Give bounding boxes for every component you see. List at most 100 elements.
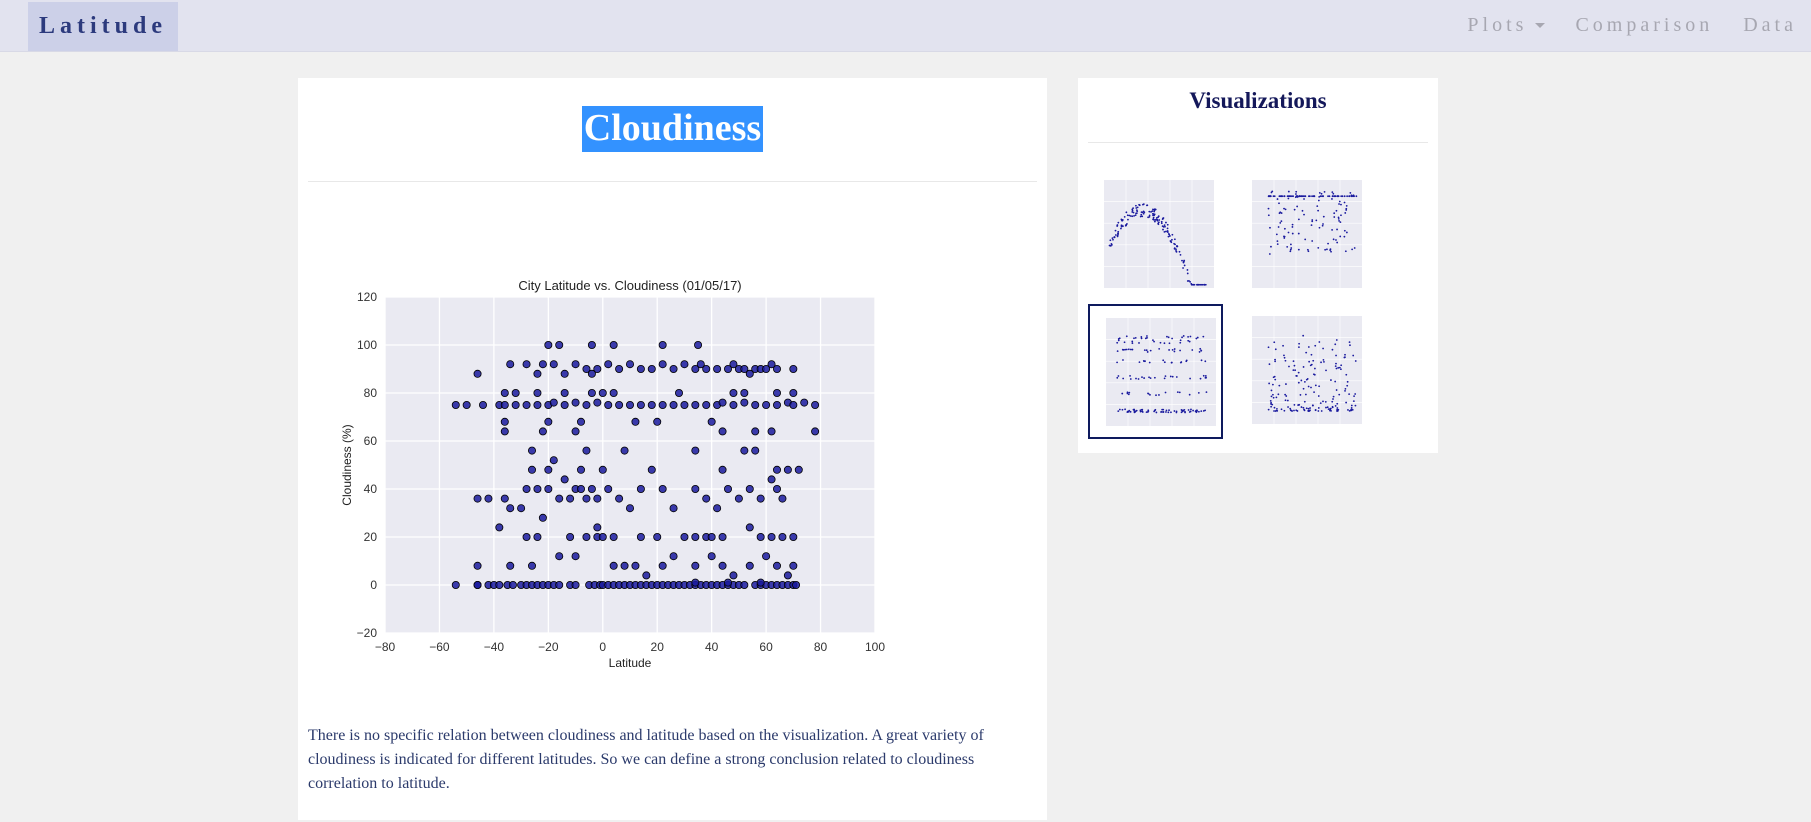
thumb-point <box>1293 208 1296 211</box>
thumb-point <box>1298 342 1301 345</box>
scatter-point <box>811 427 820 436</box>
thumb-point <box>1283 235 1286 238</box>
wind-speed-plot-thumbnail[interactable] <box>1236 304 1371 439</box>
thumb-point <box>1351 248 1354 251</box>
thumb-point <box>1354 360 1357 362</box>
scatter-point <box>707 552 716 561</box>
scatter-point <box>696 360 705 369</box>
plot-area <box>385 297 875 633</box>
scatter-point <box>718 398 727 407</box>
scatter-point <box>571 398 580 407</box>
humidity-plot-thumbnail[interactable] <box>1236 168 1371 303</box>
thumb-point <box>1290 247 1293 249</box>
scatter-point <box>587 484 596 493</box>
x-tick-label: 60 <box>759 640 773 654</box>
thumb-point <box>1205 391 1208 394</box>
thumb-point <box>1276 240 1279 243</box>
thumb-point <box>1139 410 1142 413</box>
scatter-point <box>473 580 482 589</box>
thumb-point <box>1293 403 1296 406</box>
cloudiness-plot-thumbnail[interactable] <box>1088 304 1223 439</box>
thumb-point <box>1275 233 1278 236</box>
thumb-point <box>1125 335 1128 338</box>
scatter-point <box>538 513 547 522</box>
thumb-point <box>1302 406 1305 409</box>
scatter-point <box>625 360 634 369</box>
scatter-point <box>789 400 798 409</box>
thumb-point <box>1128 214 1131 217</box>
thumb-point <box>1127 218 1129 221</box>
scatter-point <box>707 532 716 541</box>
thumb-point <box>1131 348 1134 351</box>
thumb-point <box>1296 196 1299 198</box>
thumb-point <box>1354 404 1357 407</box>
thumb-point <box>1204 360 1207 363</box>
scatter-point <box>800 398 809 407</box>
nav-data-link[interactable]: Data <box>1743 14 1797 36</box>
thumb-point <box>1335 239 1337 241</box>
thumb-point <box>1167 411 1170 414</box>
thumb-point <box>1133 408 1136 411</box>
thumb-point <box>1297 381 1300 384</box>
thumb-point <box>1288 365 1290 368</box>
thumb-point <box>1128 409 1131 412</box>
thumb-point <box>1273 410 1275 412</box>
scatter-point <box>792 580 801 589</box>
scatter-point <box>571 552 580 561</box>
thumb-point <box>1162 359 1165 362</box>
thumb-point <box>1183 259 1186 262</box>
thumb-point <box>1311 219 1314 221</box>
thumb-point <box>1165 409 1168 412</box>
scatter-point <box>772 561 781 570</box>
thumb-point <box>1153 220 1156 223</box>
thumb-point <box>1288 195 1291 198</box>
thumb-point <box>1141 408 1144 411</box>
thumb-point <box>1147 409 1150 412</box>
thumb-point <box>1334 380 1337 383</box>
thumb-point <box>1270 405 1273 408</box>
max-temperature-plot-thumbnail[interactable] <box>1088 168 1223 303</box>
thumb-point <box>1181 409 1184 412</box>
x-tick-label: −60 <box>429 640 450 654</box>
scatter-point <box>669 364 678 373</box>
thumb-point <box>1122 377 1125 380</box>
thumb-point <box>1155 217 1158 219</box>
thumb-point <box>1178 391 1181 394</box>
brand-logo[interactable]: Latitude <box>28 2 178 51</box>
thumb-point <box>1138 361 1141 363</box>
thumb-point <box>1295 409 1298 412</box>
scatter-point <box>647 400 656 409</box>
thumb-point <box>1278 384 1281 387</box>
thumb-point <box>1152 216 1155 219</box>
thumb-point <box>1117 338 1120 340</box>
scatter-point <box>495 523 504 532</box>
thumb-point <box>1313 391 1315 394</box>
thumb-point <box>1309 409 1311 412</box>
thumb-point <box>1338 366 1341 369</box>
thumb-point <box>1289 243 1292 246</box>
thumb-point <box>1338 393 1341 396</box>
thumb-point <box>1349 192 1352 194</box>
scatter-point <box>625 400 634 409</box>
thumb-point <box>1204 375 1207 377</box>
nav-comparison-link[interactable]: Comparison <box>1575 14 1714 36</box>
scatter-point <box>718 532 727 541</box>
scatter-point <box>767 475 776 484</box>
thumb-point <box>1331 400 1334 403</box>
thumb-point <box>1135 209 1138 212</box>
thumb-point <box>1343 356 1346 359</box>
nav-plots-dropdown[interactable]: Plots <box>1467 14 1546 37</box>
thumb-point <box>1267 207 1270 210</box>
scatter-point <box>533 400 542 409</box>
thumb-point <box>1181 336 1183 339</box>
scatter-point <box>571 580 580 589</box>
thumb-point <box>1283 409 1286 412</box>
thumb-point <box>1142 212 1145 215</box>
page-title-wrap: Cloudiness <box>298 106 1047 152</box>
scatter-point <box>729 388 738 397</box>
thumb-point <box>1205 376 1208 379</box>
thumb-point <box>1295 190 1298 193</box>
thumb-point <box>1300 379 1303 382</box>
thumb-point <box>1274 410 1277 412</box>
scatter-point <box>571 360 580 369</box>
